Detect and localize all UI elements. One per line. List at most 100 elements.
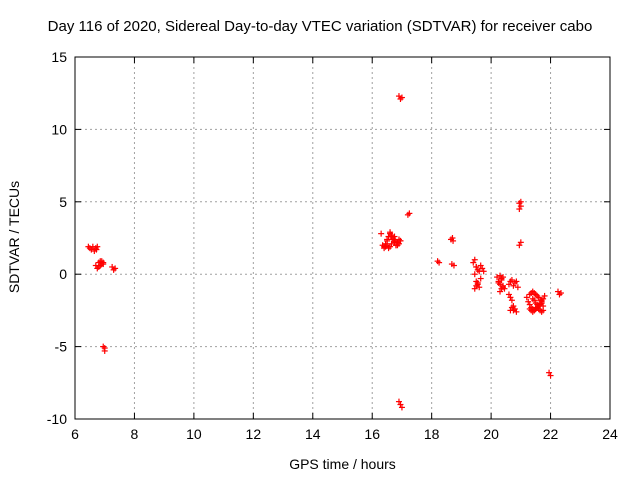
- data-point: [513, 278, 520, 285]
- data-point: [529, 295, 536, 302]
- data-point: [384, 242, 391, 249]
- data-point: [556, 291, 563, 298]
- data-point: [404, 211, 411, 218]
- data-point: [516, 242, 523, 249]
- data-point: [495, 279, 502, 286]
- data-point: [529, 308, 536, 315]
- data-point: [397, 401, 404, 408]
- data-point: [508, 304, 515, 311]
- data-point: [479, 265, 486, 272]
- data-point: [480, 268, 487, 275]
- data-point: [474, 266, 481, 273]
- x-tick-label: 14: [305, 426, 321, 442]
- data-point: [387, 230, 394, 237]
- data-point: [397, 237, 404, 244]
- data-point: [498, 285, 505, 292]
- data-point: [471, 256, 478, 263]
- x-tick-label: 24: [602, 426, 618, 442]
- data-point: [384, 236, 391, 243]
- data-point: [393, 242, 399, 249]
- data-point: [534, 304, 541, 311]
- data-point: [540, 295, 547, 302]
- data-point: [505, 291, 512, 298]
- data-point: [531, 307, 538, 314]
- x-tick-label: 18: [424, 426, 440, 442]
- data-point: [398, 94, 405, 101]
- data-point: [385, 245, 392, 252]
- data-point: [540, 307, 547, 314]
- data-point: [532, 291, 539, 298]
- data-point: [395, 240, 402, 247]
- data-point: [513, 308, 520, 315]
- data-point: [508, 276, 515, 283]
- data-point: [477, 262, 484, 269]
- data-point: [397, 95, 404, 102]
- data-point: [511, 279, 518, 286]
- data-point: [473, 263, 480, 270]
- data-point: [98, 261, 105, 268]
- data-point: [474, 279, 481, 286]
- data-point: [535, 305, 542, 312]
- data-point: [523, 294, 530, 301]
- data-point: [110, 266, 117, 273]
- data-point: [554, 288, 561, 295]
- data-point: [517, 198, 524, 205]
- data-point: [391, 239, 398, 246]
- data-point: [93, 246, 100, 253]
- y-tick-label: 15: [51, 49, 67, 65]
- data-point: [94, 265, 101, 272]
- x-tick-label: 20: [483, 426, 499, 442]
- grid-lines: [75, 57, 610, 419]
- x-tick-label: 10: [186, 426, 202, 442]
- data-point: [497, 288, 504, 295]
- data-points: [85, 93, 564, 411]
- y-tick-label: -5: [55, 339, 68, 355]
- data-point: [94, 243, 101, 250]
- data-point: [390, 236, 397, 243]
- data-point: [436, 259, 443, 266]
- data-point: [516, 200, 523, 207]
- data-point: [557, 290, 564, 297]
- data-point: [477, 275, 484, 282]
- data-point: [498, 276, 505, 283]
- data-point: [95, 263, 102, 270]
- data-point: [525, 298, 532, 305]
- data-point: [500, 274, 506, 281]
- data-point: [388, 240, 395, 247]
- data-point: [507, 278, 514, 285]
- data-point: [473, 282, 480, 289]
- data-point: [434, 258, 441, 265]
- data-point: [537, 300, 544, 307]
- data-point: [388, 233, 395, 240]
- x-tick-label: 6: [71, 426, 79, 442]
- data-point: [538, 297, 545, 304]
- data-point: [100, 259, 107, 266]
- data-point: [511, 305, 518, 312]
- data-point: [471, 271, 478, 278]
- data-point: [494, 274, 501, 281]
- data-point: [531, 297, 538, 304]
- data-point: [529, 288, 536, 295]
- data-point: [510, 307, 517, 314]
- data-point: [517, 239, 524, 246]
- data-point: [516, 206, 523, 213]
- data-point: [395, 398, 402, 405]
- x-tick-label: 8: [131, 426, 139, 442]
- y-tick-label: -10: [47, 411, 67, 427]
- data-point: [507, 294, 514, 301]
- data-point: [535, 294, 542, 301]
- x-tick-label: 22: [543, 426, 559, 442]
- data-point: [101, 345, 108, 352]
- data-point: [450, 262, 457, 269]
- data-point: [395, 93, 402, 100]
- data-point: [510, 282, 517, 289]
- data-point: [109, 263, 116, 270]
- data-point: [100, 343, 107, 350]
- data-point: [406, 210, 413, 217]
- y-tick-label: 10: [51, 121, 67, 137]
- data-point: [112, 265, 119, 272]
- data-point: [497, 272, 504, 279]
- data-point: [86, 245, 93, 252]
- data-point: [526, 291, 533, 298]
- data-point: [450, 237, 457, 244]
